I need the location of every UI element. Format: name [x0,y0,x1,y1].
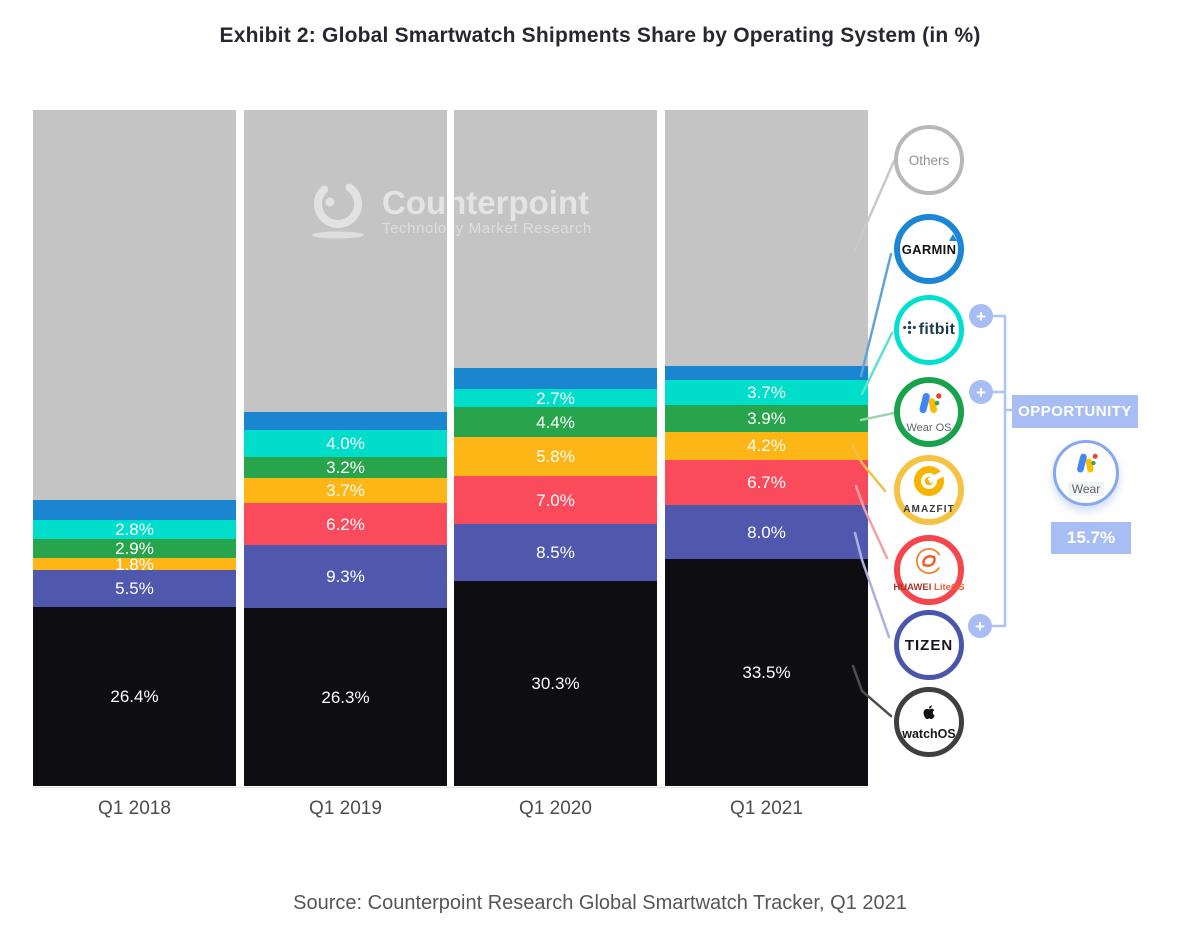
segment-value-label: 2.8% [115,519,154,539]
legend-garmin-label: GARMIN [901,241,957,257]
segment-value-label: 2.7% [536,388,575,408]
segment-amazfit: 4.2% [665,431,868,461]
x-axis-label: Q1 2021 [730,798,803,819]
segment-wear-os: 4.4% [454,407,657,438]
segment-huawei-liteos: 7.0% [454,476,657,524]
segment-tizen: 8.5% [454,523,657,582]
segment-wear-os: 3.2% [244,456,447,479]
huawei-liteos-logo-icon [915,547,943,580]
source-note: Source: Counterpoint Research Global Sma… [293,892,907,914]
plus-badge-tizen: + [968,614,992,638]
legend-watchos: watchOS [894,687,964,757]
segment-amazfit: 1.8% [33,554,236,574]
wear-os-logo-icon [913,390,945,422]
plus-badge-fitbit: + [969,304,993,328]
legend-tizen: TIZEN [894,610,964,680]
segment-value-label: 9.3% [326,567,365,587]
opportunity-wear-circle: Wear [1053,440,1119,506]
legend-liteos-label: LiteOS [934,582,965,593]
segment-value-label: 26.4% [110,687,159,707]
segment-fitbit: 4.0% [244,429,447,457]
chart-title: Exhibit 2: Global Smartwatch Shipments S… [219,24,981,47]
segment-value-label: 4.4% [536,412,575,432]
legend-others-label: Others [908,152,950,168]
segment-value-label: 3.7% [326,481,365,501]
wear-caption: Wear [1067,481,1105,496]
legend-others: Others [894,125,964,195]
x-axis-label: Q1 2018 [98,798,171,819]
segment-value-label: 3.2% [326,458,365,478]
wear-os-logo-icon [1071,451,1101,481]
segment-fitbit: 2.8% [33,519,236,539]
segment-value-label: 33.5% [742,663,791,683]
legend-amazfit-label: AMAZFIT [903,504,955,515]
legend-fitbit: fitbit [894,295,964,365]
segment-value-label: 7.0% [536,490,575,510]
segment-amazfit: 5.8% [454,437,657,477]
segment-others [33,110,236,501]
segment-wear-os: 2.9% [33,538,236,559]
segment-value-label: 8.5% [536,542,575,562]
segment-watchos: 33.5% [665,559,868,786]
segment-garmin [244,412,447,430]
segment-value-label: 5.5% [115,579,154,599]
segment-value-label: 8.0% [747,522,786,542]
segment-value-label: 6.7% [747,473,786,493]
garmin-delta-icon [949,233,958,241]
segment-value-label: 4.0% [326,433,365,453]
segment-garmin [33,500,236,520]
opportunity-value-badge: 15.7% [1051,522,1131,554]
segment-garmin [454,367,657,390]
segment-value-label: 26.3% [321,687,370,707]
stacked-bar-q1-2018: 2.8% 2.9% 1.8% 5.5% 26.4% [33,110,236,786]
opportunity-label: OPPORTUNITY [1012,395,1138,428]
legend-huawei-liteos: HUAWEI LiteOS [893,535,965,605]
legend-wearos: Wear OS [894,377,964,447]
segment-fitbit: 2.7% [454,388,657,408]
segment-value-label: 3.7% [747,383,786,403]
segment-others [244,110,447,413]
segment-value-label: 5.8% [536,447,575,467]
segment-fitbit: 3.7% [665,380,868,406]
segment-watchos: 26.3% [244,608,447,786]
segment-huawei-liteos: 6.2% [244,503,447,546]
segment-tizen: 8.0% [665,505,868,560]
apple-logo-icon [922,704,937,726]
segment-watchos: 30.3% [454,581,657,786]
legend-tizen-label: TIZEN [904,636,954,654]
segment-wear-os: 3.9% [665,405,868,432]
legend-watchos-label: watchOS [902,726,956,741]
legend-huawei-label: HUAWEI [893,582,932,593]
stacked-bar-q1-2019: 4.0% 3.2% 3.7% 6.2% 9.3% 26.3% [244,110,447,786]
fitbit-dots-icon [902,321,916,339]
legend-garmin: GARMIN [894,214,964,284]
segment-value-label: 4.2% [747,436,786,456]
segment-tizen: 5.5% [33,570,236,608]
plus-badge-wearos: + [969,380,993,404]
segment-value-label: 30.3% [531,674,580,694]
x-axis-label: Q1 2020 [519,798,592,819]
stacked-bar-q1-2020: 2.7% 4.4% 5.8% 7.0% 8.5% 30.3% [454,110,657,786]
segment-value-label: 2.9% [115,538,154,558]
segment-value-label: 6.2% [326,514,365,534]
amazfit-logo-icon [913,465,945,502]
segment-watchos: 26.4% [33,607,236,786]
x-axis-label: Q1 2019 [309,798,382,819]
axis-baseline [33,787,868,788]
legend-wearos-label: Wear OS [906,422,952,434]
segment-others [665,110,868,366]
segment-tizen: 9.3% [244,545,447,609]
segment-amazfit: 3.7% [244,478,447,504]
stacked-bar-q1-2021: 3.7% 3.9% 4.2% 6.7% 8.0% 33.5% [665,110,868,786]
segment-garmin [665,365,868,381]
legend-fitbit-label: fitbit [918,321,956,338]
segment-value-label: 1.8% [115,554,154,574]
segment-value-label: 3.9% [747,409,786,429]
segment-huawei-liteos: 6.7% [665,460,868,506]
segment-others [454,110,657,368]
legend-amazfit: AMAZFIT [894,455,964,525]
